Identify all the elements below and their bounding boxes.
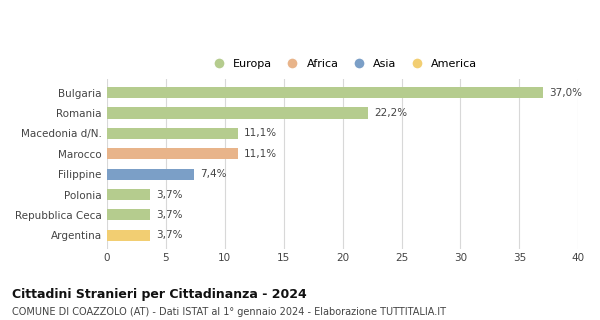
Bar <box>107 230 150 241</box>
Text: 37,0%: 37,0% <box>549 88 582 98</box>
Bar <box>107 169 194 180</box>
Legend: Europa, Africa, Asia, America: Europa, Africa, Asia, America <box>203 54 482 73</box>
Bar <box>107 87 543 98</box>
Text: 11,1%: 11,1% <box>244 149 277 159</box>
Text: COMUNE DI COAZZOLO (AT) - Dati ISTAT al 1° gennaio 2024 - Elaborazione TUTTITALI: COMUNE DI COAZZOLO (AT) - Dati ISTAT al … <box>12 307 446 317</box>
Text: 3,7%: 3,7% <box>156 210 182 220</box>
Text: Cittadini Stranieri per Cittadinanza - 2024: Cittadini Stranieri per Cittadinanza - 2… <box>12 288 307 301</box>
Text: 22,2%: 22,2% <box>374 108 407 118</box>
Text: 7,4%: 7,4% <box>200 169 226 179</box>
Bar <box>107 209 150 220</box>
Bar <box>107 108 368 119</box>
Bar <box>107 189 150 200</box>
Text: 3,7%: 3,7% <box>156 230 182 240</box>
Bar <box>107 128 238 139</box>
Bar <box>107 148 238 159</box>
Text: 3,7%: 3,7% <box>156 189 182 199</box>
Text: 11,1%: 11,1% <box>244 128 277 139</box>
